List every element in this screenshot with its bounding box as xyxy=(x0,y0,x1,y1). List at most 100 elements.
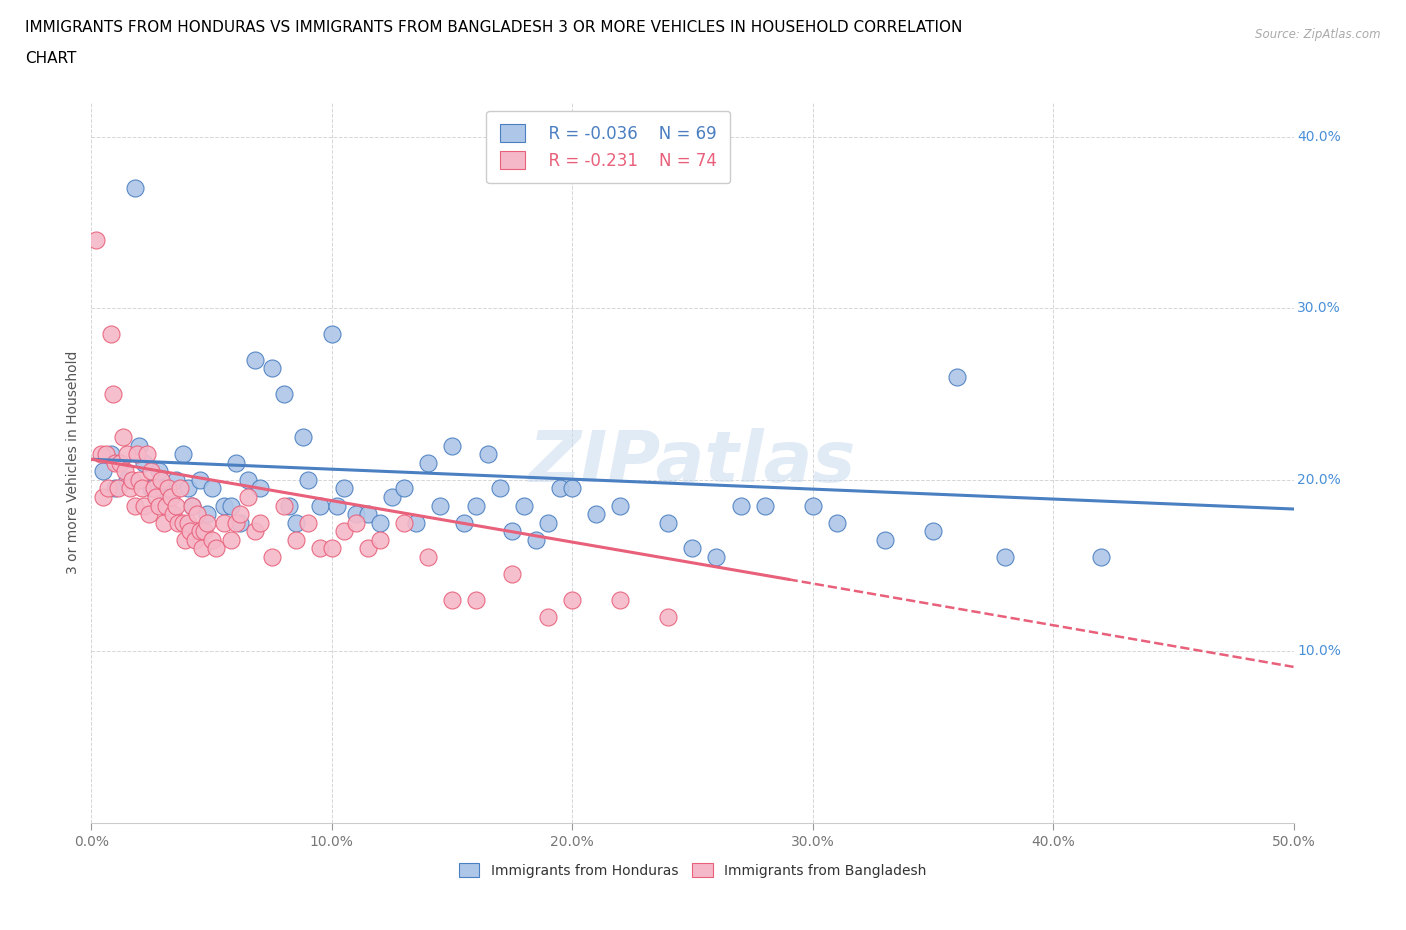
Point xyxy=(157,489,180,504)
Point xyxy=(754,498,776,513)
Point xyxy=(212,498,235,513)
Point xyxy=(138,507,160,522)
Point xyxy=(465,498,488,513)
Legend: Immigrants from Honduras, Immigrants from Bangladesh: Immigrants from Honduras, Immigrants fro… xyxy=(451,856,934,884)
Point xyxy=(174,533,197,548)
Point xyxy=(157,481,180,496)
Point xyxy=(141,464,163,479)
Point xyxy=(477,446,499,461)
Point xyxy=(111,430,134,445)
Point xyxy=(131,481,153,496)
Point xyxy=(392,481,415,496)
Point xyxy=(186,507,208,522)
Point xyxy=(297,515,319,530)
Point xyxy=(100,446,122,461)
Point xyxy=(191,541,214,556)
Point xyxy=(405,515,427,530)
Point xyxy=(101,387,124,402)
Point xyxy=(429,498,451,513)
Point xyxy=(657,610,679,625)
Point xyxy=(730,498,752,513)
Point xyxy=(165,498,187,513)
Point xyxy=(236,489,259,504)
Point xyxy=(537,610,560,625)
Point xyxy=(124,498,146,513)
Point xyxy=(946,369,969,384)
Point xyxy=(104,481,127,496)
Point xyxy=(357,507,380,522)
Point xyxy=(181,498,204,513)
Point xyxy=(561,592,583,607)
Point xyxy=(416,456,439,471)
Point xyxy=(97,481,120,496)
Point xyxy=(125,446,148,461)
Point xyxy=(249,515,271,530)
Point xyxy=(501,566,523,581)
Point xyxy=(94,446,117,461)
Point xyxy=(440,438,463,453)
Point xyxy=(225,456,247,471)
Point xyxy=(142,481,165,496)
Point xyxy=(561,481,583,496)
Point xyxy=(922,524,945,538)
Point xyxy=(150,472,173,487)
Point xyxy=(706,550,728,565)
Point xyxy=(513,498,536,513)
Point xyxy=(176,515,198,530)
Point xyxy=(308,541,330,556)
Point xyxy=(392,515,415,530)
Point xyxy=(148,464,170,479)
Point xyxy=(1090,550,1112,565)
Point xyxy=(148,498,170,513)
Point xyxy=(308,498,330,513)
Point xyxy=(155,498,177,513)
Point xyxy=(609,498,631,513)
Point xyxy=(381,489,404,504)
Text: ZIPatlas: ZIPatlas xyxy=(529,428,856,498)
Point xyxy=(172,446,194,461)
Point xyxy=(219,498,242,513)
Point xyxy=(145,489,167,504)
Point xyxy=(205,541,228,556)
Point xyxy=(201,533,224,548)
Point xyxy=(117,446,139,461)
Point xyxy=(249,481,271,496)
Point xyxy=(93,489,115,504)
Point xyxy=(172,515,194,530)
Point xyxy=(219,533,242,548)
Point xyxy=(273,387,295,402)
Point xyxy=(368,533,391,548)
Text: 30.0%: 30.0% xyxy=(1298,301,1341,315)
Point xyxy=(243,352,266,367)
Point xyxy=(236,472,259,487)
Point xyxy=(260,361,283,376)
Point xyxy=(117,472,139,487)
Point xyxy=(110,456,132,471)
Point xyxy=(134,456,156,471)
Point xyxy=(321,326,343,341)
Point xyxy=(273,498,295,513)
Text: 20.0%: 20.0% xyxy=(1298,472,1341,486)
Point xyxy=(128,438,150,453)
Point xyxy=(195,507,218,522)
Text: CHART: CHART xyxy=(25,51,77,66)
Point xyxy=(152,481,174,496)
Point xyxy=(184,533,207,548)
Point xyxy=(801,498,824,513)
Point xyxy=(873,533,896,548)
Point xyxy=(176,481,198,496)
Point xyxy=(357,541,380,556)
Point xyxy=(167,515,190,530)
Point xyxy=(152,515,174,530)
Point xyxy=(344,515,367,530)
Point xyxy=(107,481,129,496)
Point xyxy=(994,550,1017,565)
Point xyxy=(135,446,157,461)
Point xyxy=(537,515,560,530)
Text: 10.0%: 10.0% xyxy=(1298,644,1341,658)
Point xyxy=(229,507,252,522)
Point xyxy=(524,533,547,548)
Point xyxy=(212,515,235,530)
Point xyxy=(201,481,224,496)
Point xyxy=(501,524,523,538)
